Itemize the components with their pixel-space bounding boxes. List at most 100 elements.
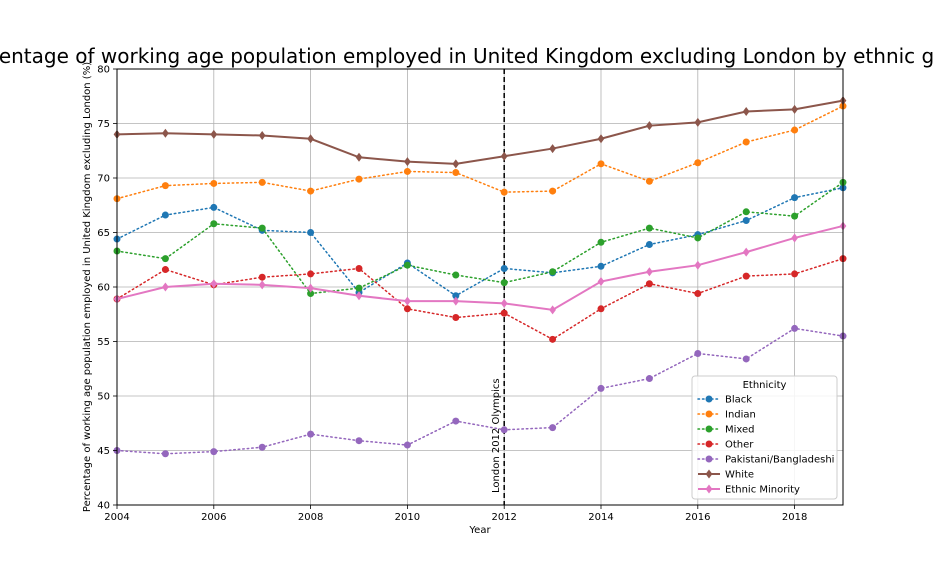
- data-point: [549, 268, 557, 276]
- data-point: [646, 267, 653, 277]
- data-point: [307, 283, 314, 293]
- data-point: [694, 260, 702, 270]
- axes: 2004 2006 2008 2010 2012 2014 2016 2018 40 45 50 55…: [97, 65, 807, 524]
- y-tick-label: 40: [97, 501, 110, 512]
- legend-label: Pakistani/Bangladeshi: [725, 455, 834, 466]
- legend-marker: [705, 395, 713, 403]
- y-tick-label: 50: [97, 392, 110, 403]
- data-point: [403, 305, 411, 313]
- data-point: [694, 349, 702, 357]
- data-point: [162, 282, 169, 292]
- data-point: [791, 194, 799, 202]
- data-point: [549, 335, 557, 343]
- data-point: [742, 247, 750, 257]
- legend-label: Other: [725, 440, 754, 451]
- legend-frame: [691, 375, 838, 500]
- series-line: [116, 187, 844, 297]
- x-tick-label: 2010: [395, 512, 420, 523]
- y-axis-label: Percentage of working age population emp…: [82, 62, 93, 512]
- data-point: [355, 175, 363, 183]
- x-tick-label: 2008: [298, 512, 323, 523]
- data-point: [210, 203, 218, 211]
- data-point: [355, 437, 363, 445]
- series-line: [116, 99, 844, 165]
- data-point: [161, 266, 169, 274]
- series-layer: [113, 96, 847, 458]
- y-tick-label: 45: [97, 446, 110, 457]
- series-line: [116, 224, 844, 311]
- y-tick-label: 60: [97, 283, 110, 294]
- x-tick-label: 2014: [588, 512, 613, 523]
- series-line: [116, 181, 844, 295]
- data-point: [403, 441, 411, 449]
- legend-label: White: [725, 470, 754, 481]
- data-point: [597, 134, 605, 144]
- y-tick-label: 55: [97, 337, 110, 348]
- data-point: [162, 128, 169, 138]
- data-point: [355, 152, 363, 162]
- data-point: [258, 224, 266, 232]
- data-point: [258, 130, 266, 140]
- data-point: [791, 126, 799, 134]
- data-point: [210, 279, 218, 289]
- data-point: [210, 129, 218, 139]
- data-point: [597, 305, 605, 313]
- data-point: [258, 273, 266, 281]
- data-point: [791, 324, 799, 332]
- x-tick-label: 2018: [782, 512, 807, 523]
- data-point: [645, 177, 653, 185]
- data-point: [791, 270, 799, 278]
- data-point: [694, 117, 702, 127]
- x-tick-label: 2016: [685, 512, 710, 523]
- x-tick-label: 2012: [491, 512, 516, 523]
- series-other: [113, 255, 847, 343]
- y-tick-label: 80: [97, 65, 110, 76]
- data-point: [404, 296, 411, 306]
- olympics-marker-label: London 2012 Olympics: [491, 378, 502, 493]
- data-point: [597, 262, 605, 270]
- series-ethnic-minority: [113, 221, 847, 315]
- data-point: [258, 280, 266, 290]
- data-point: [258, 443, 266, 451]
- data-point: [307, 229, 315, 236]
- data-point: [549, 187, 557, 195]
- data-point: [210, 448, 218, 456]
- data-point: [694, 159, 702, 167]
- data-point: [791, 104, 798, 114]
- data-point: [549, 305, 556, 315]
- data-point: [307, 134, 314, 144]
- series-indian: [113, 102, 847, 203]
- data-point: [452, 417, 460, 425]
- data-point: [500, 264, 508, 272]
- data-point: [742, 272, 750, 280]
- data-point: [742, 107, 750, 117]
- chart-title: Percentage of working age population emp…: [0, 44, 936, 68]
- data-point: [549, 424, 557, 432]
- data-point: [210, 179, 218, 187]
- data-point: [645, 280, 653, 288]
- data-point: [452, 271, 460, 279]
- series-pakistani-bangladeshi: [113, 324, 847, 458]
- data-point: [597, 238, 605, 246]
- y-tick-label: 75: [97, 119, 110, 130]
- legend-label: Black: [725, 395, 752, 406]
- legend-label: Mixed: [725, 425, 755, 436]
- data-point: [500, 309, 508, 317]
- data-point: [161, 450, 169, 458]
- data-point: [452, 159, 460, 169]
- data-point: [452, 169, 460, 177]
- series-black: [113, 184, 847, 300]
- series-line: [116, 327, 844, 455]
- data-point: [742, 208, 750, 216]
- data-point: [404, 157, 411, 167]
- data-point: [355, 284, 363, 292]
- data-point: [403, 261, 411, 269]
- x-tick-label: 2006: [201, 512, 226, 523]
- data-point: [694, 234, 702, 242]
- data-point: [161, 182, 169, 190]
- data-point: [307, 270, 315, 278]
- data-point: [403, 167, 411, 175]
- legend: Ethnicity Black Indian Mixed Other Pakistani/…: [691, 375, 838, 500]
- data-point: [645, 240, 653, 248]
